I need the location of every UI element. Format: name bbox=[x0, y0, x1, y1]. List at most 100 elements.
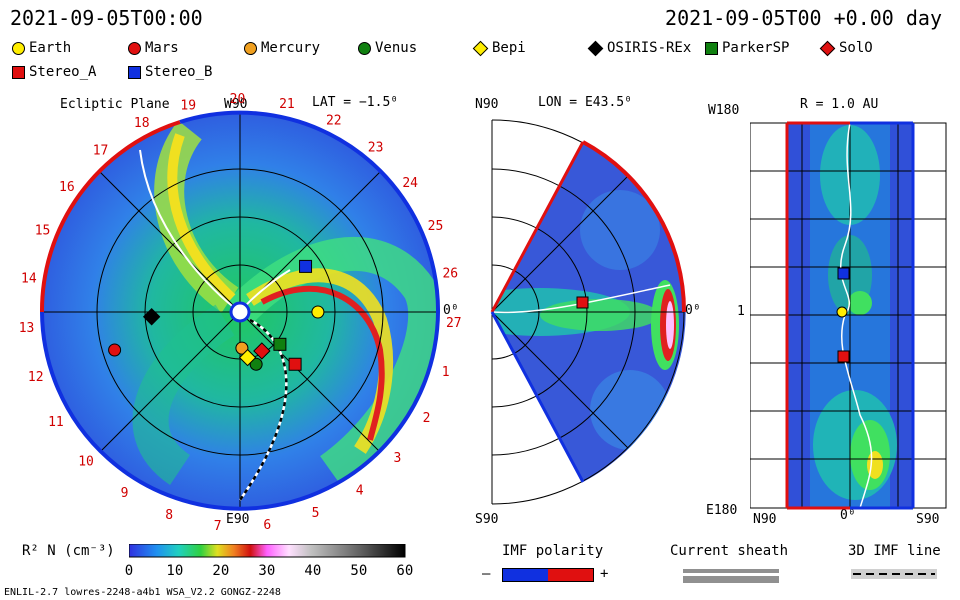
legend-symbol-diamond bbox=[587, 40, 604, 56]
colorbar-tick-label: 40 bbox=[304, 563, 322, 579]
legend-symbol-circle bbox=[358, 41, 371, 55]
legend-item-earth: Earth bbox=[12, 40, 71, 56]
ecliptic-right-label: 0⁰ bbox=[443, 303, 459, 318]
carrington-tick-label: 18 bbox=[134, 116, 150, 131]
footer-text: ENLIL-2.7 lowres-2248-a4b1 WSA_V2.2 GONG… bbox=[4, 587, 281, 598]
legend-item-mars: Mars bbox=[128, 40, 179, 56]
ecliptic-body-solo bbox=[253, 342, 271, 360]
radial-x-left: N90 bbox=[753, 512, 777, 527]
imf-polarity-bar bbox=[502, 568, 594, 582]
imf-line-label: 3D IMF line bbox=[848, 543, 941, 559]
left-time: 2021-09-05T00:00 bbox=[10, 6, 203, 30]
meridional-plot bbox=[490, 119, 687, 505]
colorbar-tick-label: 0 bbox=[124, 563, 134, 579]
stereo-b-radial bbox=[837, 267, 850, 280]
radial-bottom-label: E180 bbox=[706, 503, 738, 518]
carrington-tick-label: 11 bbox=[48, 415, 64, 430]
legend-symbol-square bbox=[12, 65, 25, 79]
legend-symbol-square bbox=[128, 65, 141, 79]
ecliptic-body-stereo-b bbox=[299, 259, 313, 273]
meridional-right-label: 0⁰ bbox=[685, 303, 701, 318]
legend-label: Mercury bbox=[261, 40, 321, 56]
ecliptic-body-earth bbox=[311, 305, 325, 319]
carrington-tick-label: 15 bbox=[35, 224, 51, 239]
meridional-lon-label: LON = E43.5⁰ bbox=[538, 95, 632, 110]
colorbar-tick-label: 60 bbox=[396, 563, 414, 579]
carrington-tick-label: 12 bbox=[28, 370, 44, 385]
legend-item-parkersp: ParkerSP bbox=[705, 40, 789, 56]
ecliptic-top-label: W90 bbox=[224, 97, 248, 112]
radial-top-label: W180 bbox=[708, 103, 740, 118]
carrington-tick-label: 7 bbox=[214, 519, 222, 534]
legend-label: SolO bbox=[839, 40, 873, 56]
legend-symbol-circle bbox=[12, 41, 25, 55]
colorbar-tick-label: 50 bbox=[350, 563, 368, 579]
current-sheath-label: Current sheath bbox=[670, 543, 789, 559]
carrington-tick-label: 23 bbox=[368, 140, 384, 155]
ecliptic-title: Ecliptic Plane bbox=[60, 97, 170, 112]
legend-label: Stereo_B bbox=[145, 64, 213, 80]
colorbar-tick-label: 30 bbox=[258, 563, 276, 579]
imf-plus: + bbox=[600, 566, 609, 582]
ecliptic-lat-label: LAT = −1.5⁰ bbox=[312, 95, 399, 110]
stereo-a-meridional bbox=[576, 296, 589, 309]
legend-label: Mars bbox=[145, 40, 179, 56]
radial-x-right: S90 bbox=[916, 512, 940, 527]
legend-item-osiris-rex: OSIRIS-REx bbox=[587, 40, 692, 56]
legend-label: Stereo_A bbox=[29, 64, 97, 80]
colorbar-tick-label: 20 bbox=[212, 563, 230, 579]
colorbar bbox=[129, 544, 406, 558]
imf-polarity-label: IMF polarity bbox=[502, 543, 604, 559]
carrington-tick-label: 20 bbox=[230, 92, 246, 107]
imf-line-dash bbox=[853, 573, 935, 575]
colorbar-label: R² N (cm⁻³) bbox=[22, 543, 115, 559]
right-time: 2021-09-05T00 +0.00 day bbox=[665, 6, 942, 30]
legend-label: Earth bbox=[29, 40, 72, 56]
legend-label: Venus bbox=[375, 40, 418, 56]
legend-label: Bepi bbox=[492, 40, 526, 56]
carrington-tick-label: 25 bbox=[428, 219, 444, 234]
stereo-a-radial bbox=[837, 350, 850, 363]
legend-label: ParkerSP bbox=[722, 40, 790, 56]
legend-symbol-diamond bbox=[819, 40, 836, 56]
carrington-tick-label: 19 bbox=[180, 98, 196, 113]
carrington-tick-label: 10 bbox=[78, 455, 94, 470]
carrington-tick-label: 9 bbox=[121, 486, 129, 501]
ecliptic-body-parkersp bbox=[273, 337, 287, 351]
carrington-tick-label: 24 bbox=[402, 176, 418, 191]
legend-item-stereo-a: Stereo_A bbox=[12, 64, 96, 80]
legend-item-venus: Venus bbox=[358, 40, 417, 56]
current-sheath-sample bbox=[683, 569, 779, 576]
carrington-tick-label: 3 bbox=[393, 451, 401, 466]
carrington-tick-label: 26 bbox=[442, 266, 458, 281]
carrington-tick-label: 1 bbox=[442, 365, 450, 380]
ecliptic-body-venus bbox=[249, 357, 263, 371]
carrington-tick-label: 22 bbox=[326, 114, 342, 129]
carrington-tick-label: 21 bbox=[279, 97, 295, 112]
meridional-top-label: N90 bbox=[475, 97, 499, 112]
ecliptic-body-mars bbox=[108, 343, 122, 357]
carrington-tick-label: 4 bbox=[356, 483, 364, 498]
legend-label: OSIRIS-REx bbox=[607, 40, 692, 56]
carrington-tick-label: 5 bbox=[312, 506, 320, 521]
legend-symbol-circle bbox=[128, 41, 141, 55]
legend-item-mercury: Mercury bbox=[244, 40, 320, 56]
carrington-tick-label: 8 bbox=[165, 508, 173, 523]
ecliptic-body-stereo-a bbox=[288, 357, 302, 371]
carrington-tick-label: 13 bbox=[19, 321, 35, 336]
carrington-tick-label: 2 bbox=[423, 411, 431, 426]
radial-plot bbox=[750, 121, 947, 510]
radial-r-label: R = 1.0 AU bbox=[800, 97, 879, 112]
meridional-bottom-label: S90 bbox=[475, 512, 499, 527]
legend-symbol-circle bbox=[244, 41, 257, 55]
carrington-tick-label: 17 bbox=[93, 144, 109, 159]
ecliptic-body-mercury bbox=[235, 341, 249, 355]
radial-x-mid: 0⁰ bbox=[840, 508, 856, 523]
carrington-tick-label: 27 bbox=[446, 316, 462, 331]
carrington-tick-label: 14 bbox=[21, 271, 37, 286]
legend-symbol-square bbox=[705, 41, 718, 55]
carrington-tick-label: 6 bbox=[263, 518, 271, 533]
legend-item-solo: SolO bbox=[819, 40, 873, 56]
legend-item-bepi: Bepi bbox=[472, 40, 526, 56]
legend-symbol-diamond bbox=[472, 40, 489, 56]
